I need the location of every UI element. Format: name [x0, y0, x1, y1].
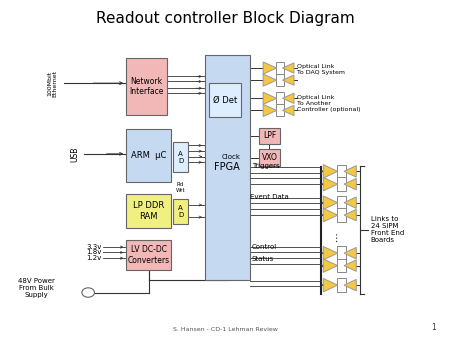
Polygon shape — [344, 260, 356, 271]
Text: Optical Link
To DAQ System: Optical Link To DAQ System — [297, 64, 345, 75]
Polygon shape — [283, 63, 294, 73]
Text: VXO: VXO — [261, 153, 277, 162]
FancyBboxPatch shape — [209, 83, 241, 117]
Text: Triggers: Triggers — [252, 163, 279, 169]
Text: Status: Status — [252, 256, 274, 262]
Text: LV DC-DC
Converters: LV DC-DC Converters — [128, 245, 170, 265]
FancyBboxPatch shape — [276, 62, 284, 74]
FancyBboxPatch shape — [337, 279, 346, 292]
Circle shape — [82, 288, 94, 297]
Text: ⋯: ⋯ — [331, 232, 341, 241]
Text: 100Mbit
Ethernet: 100Mbit Ethernet — [47, 70, 58, 97]
FancyBboxPatch shape — [126, 240, 171, 270]
Text: Readout controller Block Diagram: Readout controller Block Diagram — [95, 11, 355, 26]
Text: 1.2v: 1.2v — [86, 255, 102, 261]
Polygon shape — [323, 165, 338, 178]
FancyBboxPatch shape — [276, 104, 284, 117]
Text: LPF: LPF — [263, 131, 276, 140]
FancyBboxPatch shape — [205, 54, 250, 280]
Polygon shape — [263, 104, 277, 117]
Text: FPGA: FPGA — [214, 162, 240, 172]
Polygon shape — [263, 74, 277, 86]
Polygon shape — [323, 279, 338, 292]
Polygon shape — [344, 210, 356, 221]
Polygon shape — [323, 177, 338, 191]
Polygon shape — [344, 280, 356, 291]
FancyBboxPatch shape — [276, 74, 284, 86]
FancyBboxPatch shape — [126, 128, 171, 183]
Polygon shape — [263, 92, 277, 104]
FancyBboxPatch shape — [173, 142, 188, 172]
Polygon shape — [323, 259, 338, 272]
Text: ARM  µC: ARM µC — [131, 151, 166, 160]
Polygon shape — [263, 62, 277, 74]
FancyBboxPatch shape — [173, 199, 188, 223]
Polygon shape — [344, 178, 356, 190]
Polygon shape — [283, 93, 294, 103]
Text: S. Hansen - CD-1 Lehman Review: S. Hansen - CD-1 Lehman Review — [172, 327, 278, 332]
FancyBboxPatch shape — [276, 92, 284, 104]
Text: A
D: A D — [178, 205, 183, 218]
FancyBboxPatch shape — [126, 194, 171, 228]
Text: USB: USB — [70, 146, 79, 162]
FancyBboxPatch shape — [337, 259, 346, 272]
Text: Event Data: Event Data — [250, 194, 289, 200]
FancyBboxPatch shape — [259, 149, 280, 166]
Text: Clock: Clock — [221, 154, 240, 160]
FancyBboxPatch shape — [337, 209, 346, 222]
Polygon shape — [323, 196, 338, 210]
FancyBboxPatch shape — [337, 246, 346, 260]
Text: Rd
Wrt: Rd Wrt — [176, 183, 185, 193]
Polygon shape — [283, 105, 294, 116]
Text: 1.8v: 1.8v — [86, 249, 102, 256]
Text: 48V Power
From Bulk
Supply: 48V Power From Bulk Supply — [18, 279, 55, 298]
Text: Optical Link
To Another
Controller (optional): Optical Link To Another Controller (opti… — [297, 95, 360, 112]
Polygon shape — [323, 209, 338, 222]
FancyBboxPatch shape — [337, 165, 346, 178]
FancyBboxPatch shape — [126, 58, 166, 115]
Text: 3.3v: 3.3v — [86, 244, 102, 250]
FancyBboxPatch shape — [259, 128, 280, 144]
FancyBboxPatch shape — [337, 196, 346, 210]
Text: LP DDR
RAM: LP DDR RAM — [133, 201, 164, 221]
Text: 1: 1 — [431, 323, 436, 332]
FancyBboxPatch shape — [337, 177, 346, 191]
Text: Links to
24 SiPM
Front End
Boards: Links to 24 SiPM Front End Boards — [371, 216, 404, 243]
Polygon shape — [344, 247, 356, 259]
Polygon shape — [283, 75, 294, 85]
Polygon shape — [344, 197, 356, 209]
Text: Ø Det: Ø Det — [213, 96, 237, 104]
Text: Control: Control — [252, 244, 277, 250]
Polygon shape — [344, 166, 356, 177]
Text: A
D: A D — [178, 151, 183, 164]
Polygon shape — [323, 246, 338, 260]
Text: Network
Interface: Network Interface — [129, 77, 164, 96]
